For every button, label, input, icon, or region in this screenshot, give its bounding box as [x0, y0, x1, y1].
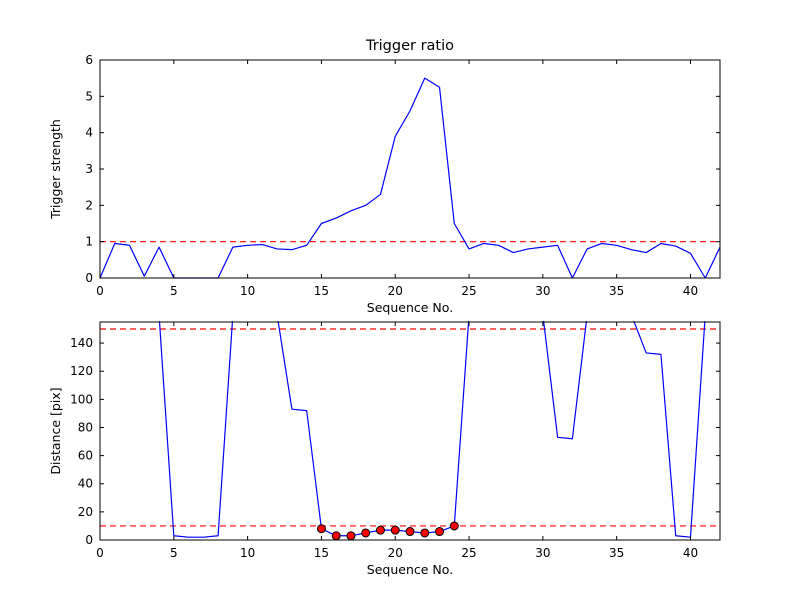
x-tick-label: 10	[240, 284, 255, 298]
x-tick-label: 20	[388, 546, 403, 560]
y-tick-label: 60	[78, 449, 93, 463]
x-tick-label: 30	[535, 546, 550, 560]
y-tick-label: 120	[70, 364, 93, 378]
chart-title: Trigger ratio	[365, 38, 454, 54]
x-tick-label: 35	[609, 284, 624, 298]
x-tick-label: 10	[240, 546, 255, 560]
axes-frame	[99, 59, 721, 279]
y-tick-label: 20	[78, 505, 93, 519]
matched-points-marker	[331, 531, 341, 541]
trigger-ratio-line	[99, 77, 721, 279]
x-tick-label: 5	[170, 284, 178, 298]
y-tick-label: 1	[85, 235, 93, 249]
x-tick-label: 0	[96, 284, 104, 298]
y-tick-label: 40	[78, 477, 93, 491]
y-tick-label: 140	[70, 336, 93, 350]
y-axis-label: Trigger strength	[48, 119, 63, 220]
matched-points-marker	[420, 528, 430, 538]
matched-points-marker	[361, 528, 371, 538]
y-tick-label: 80	[78, 420, 93, 434]
x-tick-label: 25	[461, 284, 476, 298]
y-tick-label: 5	[85, 89, 93, 103]
matched-points-marker	[449, 521, 459, 531]
x-tick-label: 5	[170, 546, 178, 560]
x-tick-label: 40	[683, 284, 698, 298]
matched-points-marker	[346, 531, 356, 541]
x-tick-label: 25	[461, 546, 476, 560]
y-tick-label: 0	[85, 533, 93, 547]
x-tick-label: 20	[388, 284, 403, 298]
matched-points-marker	[375, 525, 385, 535]
chart-distance: 0 5 10 15 20 25 30 35 40 0 20 40 60 80 100 120 140 Sequen…	[48, 321, 721, 577]
x-tick-label: 35	[609, 546, 624, 560]
distance-line	[158, 321, 706, 538]
y-tick-label: 4	[85, 126, 93, 140]
x-tick-label: 15	[314, 284, 329, 298]
matched-points-marker	[390, 525, 400, 535]
y-tick-label: 6	[85, 53, 93, 67]
x-axis-label: Sequence No.	[367, 562, 453, 577]
x-tick-label: 15	[314, 546, 329, 560]
y-tick-label: 100	[70, 392, 93, 406]
y-tick-label: 0	[85, 271, 93, 285]
y-tick-label: 3	[85, 162, 93, 176]
y-axis-label: Distance [pix]	[48, 387, 63, 474]
matched-points-marker	[316, 524, 326, 534]
y-tick-label: 2	[85, 198, 93, 212]
axes-frame	[99, 321, 721, 541]
x-axis-label: Sequence No.	[367, 300, 453, 315]
matched-points-marker	[435, 527, 445, 537]
x-tick-label: 30	[535, 284, 550, 298]
x-tick-label: 0	[96, 546, 104, 560]
matched-points-marker	[405, 527, 415, 537]
x-tick-label: 40	[683, 546, 698, 560]
chart-trigger-ratio: 0 5 10 15 20 25 30 35 40 0 1 2 3 4 5 6 Trigger ratio Sequ…	[48, 38, 721, 315]
